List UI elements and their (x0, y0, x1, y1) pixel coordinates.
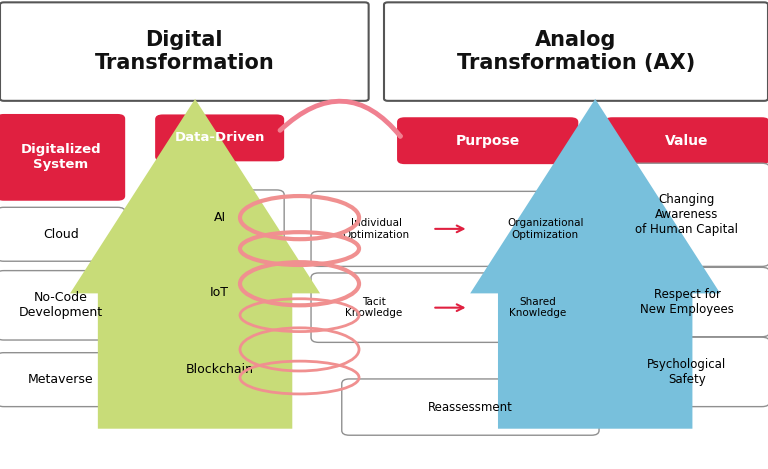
Text: Metaverse: Metaverse (28, 373, 94, 386)
Text: Reassessment: Reassessment (428, 401, 513, 414)
FancyBboxPatch shape (155, 342, 284, 397)
Text: Individual
Optimization: Individual Optimization (343, 218, 410, 240)
FancyBboxPatch shape (384, 2, 768, 101)
FancyBboxPatch shape (0, 207, 125, 261)
Text: Respect for
New Employees: Respect for New Employees (640, 288, 734, 316)
FancyArrowPatch shape (280, 101, 400, 136)
Text: Digitalized
System: Digitalized System (21, 144, 101, 171)
Text: Purpose: Purpose (455, 134, 520, 148)
FancyBboxPatch shape (311, 273, 622, 342)
Text: Digital
Transformation: Digital Transformation (94, 30, 274, 73)
Text: Cloud: Cloud (43, 228, 78, 241)
FancyBboxPatch shape (0, 271, 125, 340)
Text: Value: Value (665, 134, 709, 148)
Text: Data-Driven: Data-Driven (174, 131, 265, 144)
Text: Psychological
Safety: Psychological Safety (647, 358, 727, 386)
Text: Blockchain: Blockchain (186, 363, 253, 376)
FancyBboxPatch shape (0, 114, 125, 201)
FancyBboxPatch shape (311, 191, 622, 266)
FancyBboxPatch shape (604, 117, 768, 164)
Text: No-Code
Development: No-Code Development (18, 291, 103, 319)
Text: Tacit
Knowledge: Tacit Knowledge (346, 297, 402, 318)
FancyBboxPatch shape (342, 379, 599, 435)
FancyBboxPatch shape (0, 2, 369, 101)
Text: Changing
Awareness
of Human Capital: Changing Awareness of Human Capital (635, 193, 739, 236)
Text: Shared
Knowledge: Shared Knowledge (509, 297, 566, 318)
Text: IoT: IoT (210, 286, 229, 299)
Text: Organizational
Optimization: Organizational Optimization (507, 218, 584, 240)
FancyBboxPatch shape (604, 337, 768, 407)
FancyBboxPatch shape (604, 267, 768, 337)
FancyBboxPatch shape (155, 114, 284, 161)
FancyBboxPatch shape (155, 190, 284, 245)
Text: AI: AI (214, 211, 226, 224)
FancyBboxPatch shape (397, 117, 578, 164)
FancyBboxPatch shape (604, 163, 768, 266)
Text: Analog
Transformation (AX): Analog Transformation (AX) (457, 30, 695, 73)
FancyBboxPatch shape (155, 265, 284, 320)
FancyBboxPatch shape (0, 353, 125, 407)
